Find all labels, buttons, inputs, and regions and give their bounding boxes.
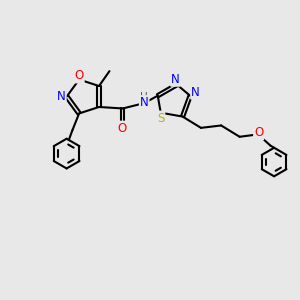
Text: N: N [171,73,180,86]
Text: H: H [140,92,148,102]
Text: N: N [57,90,66,103]
Text: S: S [157,112,164,124]
Text: O: O [74,70,84,83]
Text: N: N [140,96,148,109]
Text: N: N [191,86,200,99]
Text: O: O [254,126,263,140]
Text: O: O [118,122,127,135]
